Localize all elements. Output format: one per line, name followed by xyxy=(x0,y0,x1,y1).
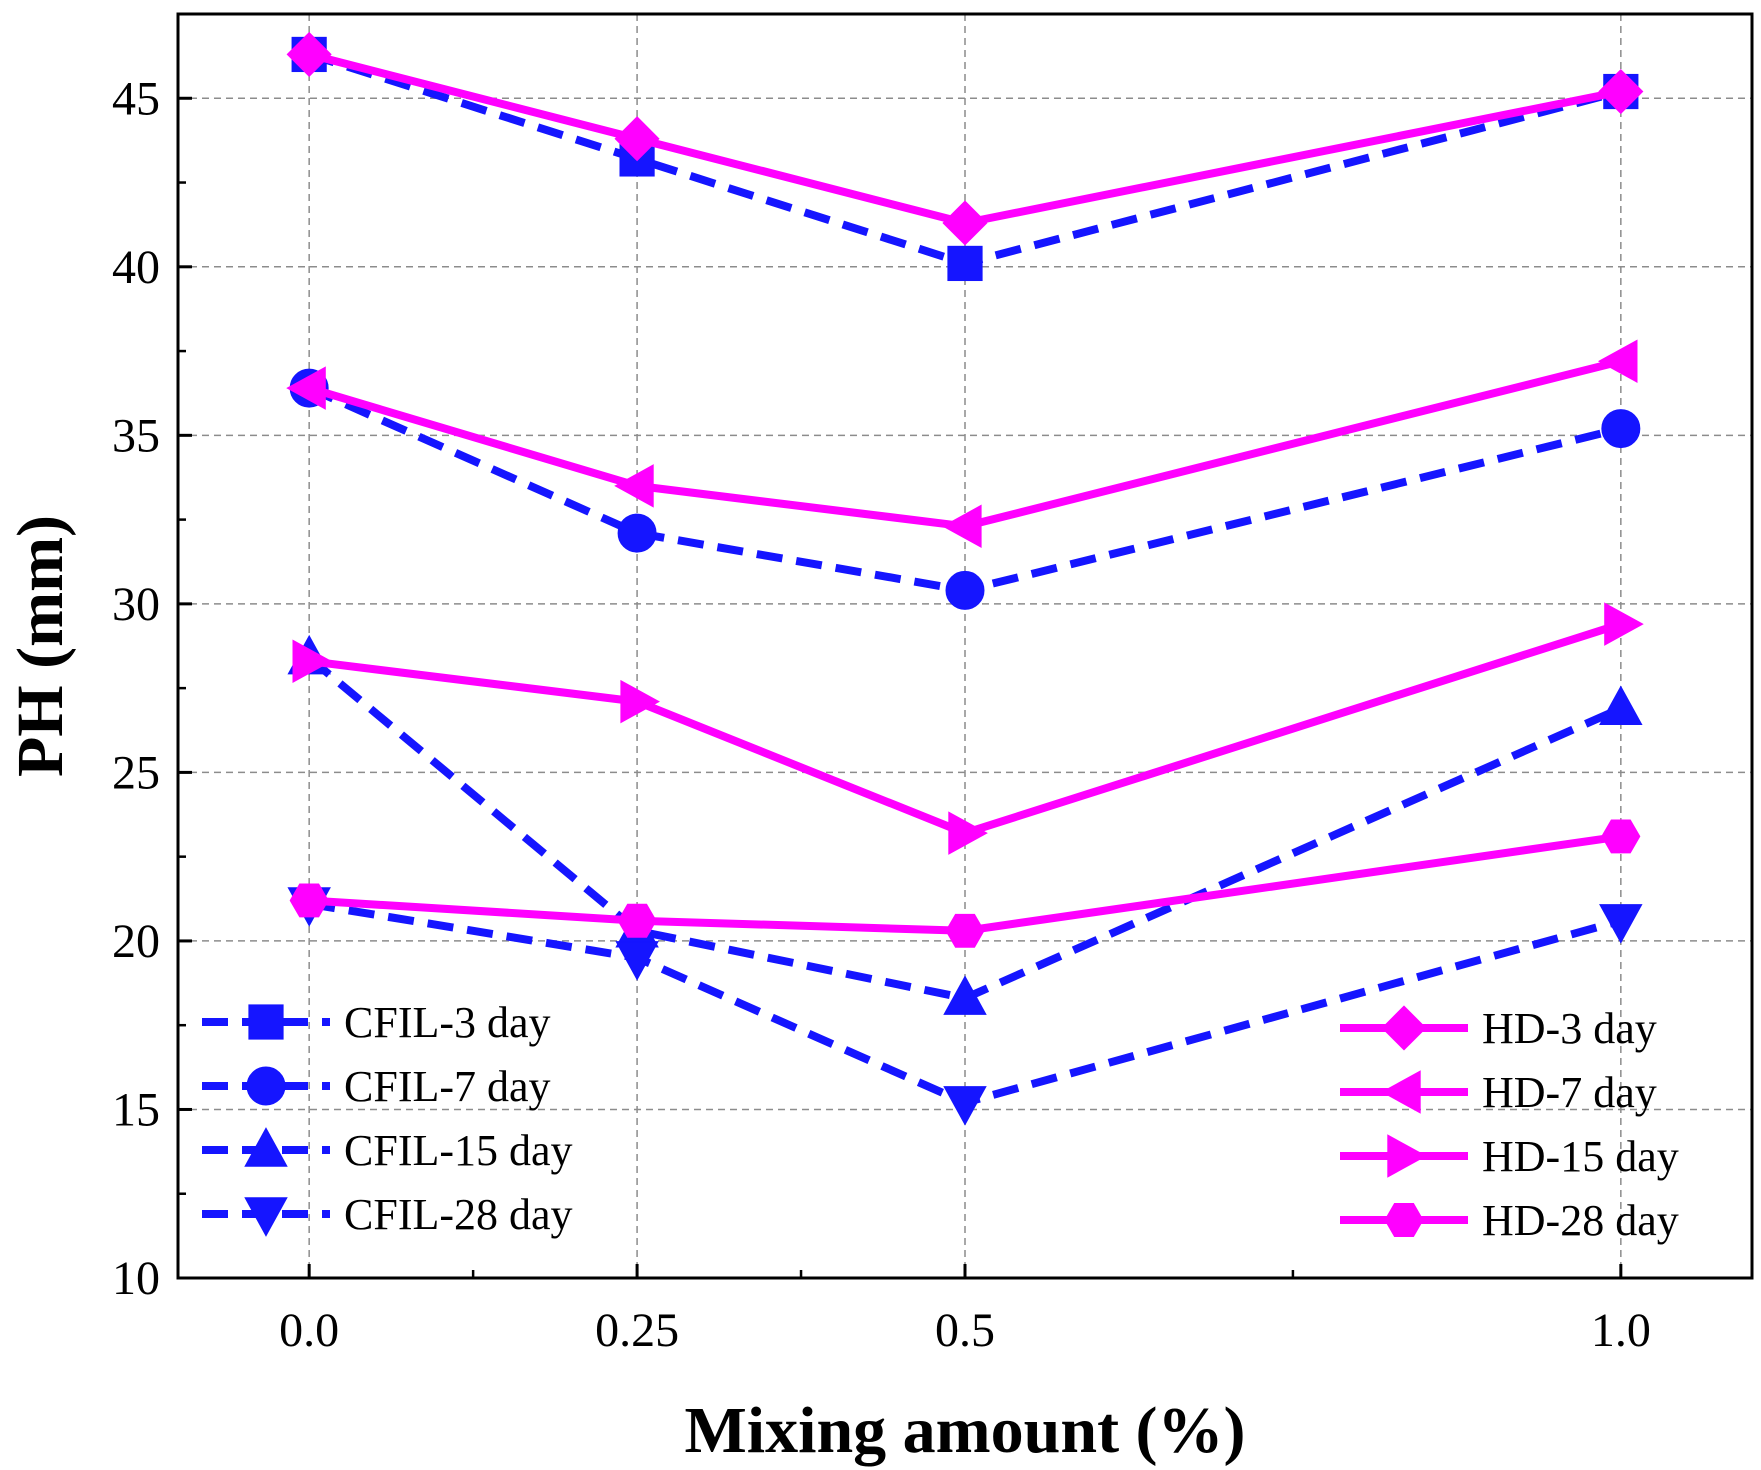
legend-marker xyxy=(244,1127,288,1167)
legend-marker xyxy=(248,1004,284,1040)
x-tick-label: 0.0 xyxy=(279,1304,339,1357)
data-point-hd-7-day xyxy=(942,504,982,549)
data-point-cfil-15-day xyxy=(943,975,987,1015)
legend-item-cfil-7-day: CFIL-7 day xyxy=(202,1062,551,1111)
legend-item-hd-7-day: HD-7 day xyxy=(1340,1068,1657,1117)
data-point-hd-28-day xyxy=(289,883,329,918)
series-hd-3-day xyxy=(286,31,1644,246)
legend-marker xyxy=(1381,1070,1421,1114)
series-line-hd-28-day xyxy=(308,832,1622,935)
legend-label: HD-28 day xyxy=(1482,1196,1679,1245)
legend-label: CFIL-15 day xyxy=(344,1126,573,1175)
data-point-hd-3-day xyxy=(1598,68,1644,115)
data-point-hd-3-day xyxy=(614,116,660,162)
data-point-hd-15-day xyxy=(292,639,333,683)
y-tick-label: 25 xyxy=(112,746,160,799)
data-point-hd-3-day xyxy=(286,31,332,78)
data-point-hd-7-day xyxy=(1597,339,1638,383)
legend-label: HD-15 day xyxy=(1482,1132,1679,1181)
y-axis-title: PH (mm) xyxy=(4,515,77,777)
legend-label: HD-3 day xyxy=(1482,1004,1657,1053)
legend-item-hd-28-day: HD-28 day xyxy=(1340,1196,1679,1245)
series-layer xyxy=(286,31,1644,1126)
data-point-cfil-7-day xyxy=(1601,409,1641,449)
series-line-hd-15-day xyxy=(308,620,1623,838)
data-point-cfil-28-day xyxy=(1599,904,1643,944)
data-point-hd-15-day xyxy=(620,679,660,724)
x-tick-label: 0.5 xyxy=(935,1304,995,1357)
series-line-cfil-3-day xyxy=(307,50,1622,268)
legend-marker xyxy=(246,1066,286,1106)
series-line-cfil-15-day xyxy=(306,654,1623,1003)
data-point-cfil-28-day xyxy=(943,1086,987,1126)
legend-item-cfil-15-day: CFIL-15 day xyxy=(202,1126,573,1175)
data-point-hd-28-day xyxy=(617,903,657,938)
data-point-cfil-28-day xyxy=(615,941,659,981)
legend-marker xyxy=(1381,1005,1427,1051)
series-line-hd-3-day xyxy=(308,50,1622,227)
y-tick-label: 45 xyxy=(112,72,160,125)
series-hd-28-day xyxy=(289,819,1641,948)
y-tick-label: 40 xyxy=(112,241,160,294)
data-point-hd-15-day xyxy=(1604,602,1644,646)
data-point-cfil-3-day xyxy=(947,245,983,282)
legend: CFIL-3 day CFIL-7 day CFIL-15 day CFIL-28 d… xyxy=(202,998,1679,1245)
data-point-hd-7-day xyxy=(286,366,326,410)
y-tick-label: 15 xyxy=(112,1083,160,1136)
y-tick-label: 30 xyxy=(112,578,160,631)
data-point-hd-28-day xyxy=(945,913,985,948)
legend-label: CFIL-7 day xyxy=(344,1062,551,1111)
legend-marker xyxy=(244,1197,288,1237)
legend-item-hd-15-day: HD-15 day xyxy=(1340,1132,1679,1181)
series-hd-15-day xyxy=(292,602,1644,855)
series-line-cfil-28-day xyxy=(308,899,1622,1107)
legend-marker xyxy=(1384,1203,1424,1237)
legend-marker xyxy=(1387,1134,1427,1178)
data-point-hd-28-day xyxy=(1601,819,1641,854)
legend-item-hd-3-day: HD-3 day xyxy=(1340,1004,1657,1053)
x-tick-label: 0.25 xyxy=(595,1304,679,1357)
y-tick-label: 10 xyxy=(112,1252,160,1305)
legend-label: CFIL-28 day xyxy=(344,1190,573,1239)
data-point-hd-15-day xyxy=(948,811,988,855)
data-point-hd-7-day xyxy=(614,464,654,508)
y-tick-label: 20 xyxy=(112,915,160,968)
series-hd-7-day xyxy=(286,339,1638,549)
legend-item-cfil-3-day: CFIL-3 day xyxy=(202,998,551,1047)
legend-label: CFIL-3 day xyxy=(344,998,551,1047)
x-tick-label: 1.0 xyxy=(1591,1304,1651,1357)
data-point-cfil-15-day xyxy=(1599,685,1643,725)
series-line-hd-7-day xyxy=(308,357,1622,531)
legend-item-cfil-28-day: CFIL-28 day xyxy=(202,1190,573,1239)
legend-label: HD-7 day xyxy=(1482,1068,1657,1117)
x-axis-title: Mixing amount (%) xyxy=(685,1394,1246,1467)
axes: 10 15 20 25 30 35 40 45 0.0 0.25 0.5 1.0 xyxy=(112,72,1651,1357)
series-line-cfil-7-day xyxy=(307,384,1622,595)
data-point-cfil-7-day xyxy=(945,570,985,610)
data-point-hd-3-day xyxy=(942,200,988,246)
data-point-cfil-7-day xyxy=(617,513,657,553)
y-tick-label: 35 xyxy=(112,409,160,462)
